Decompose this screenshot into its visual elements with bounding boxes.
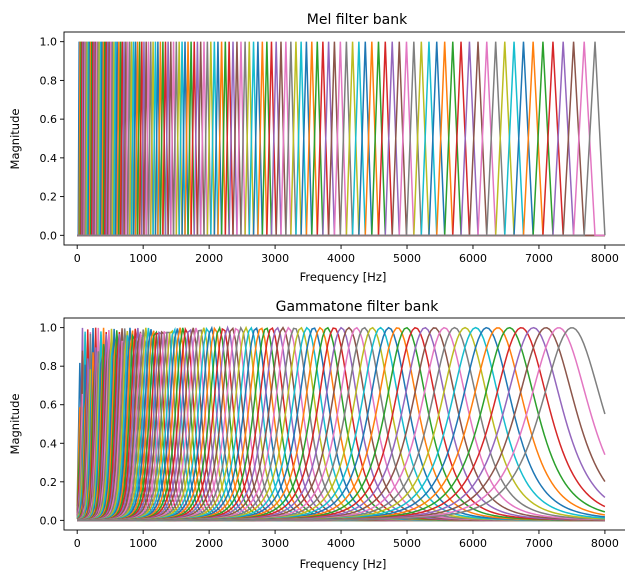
gammatone-x-tick-label: 7000 [525,537,553,550]
gammatone-x-tick-label: 5000 [393,537,421,550]
mel-y-tick-label: 1.0 [40,36,58,49]
mel-x-tick-label: 3000 [261,252,289,265]
gammatone-chart-title: Gammatone filter bank [276,299,440,315]
mel-x-tick-label: 4000 [327,252,355,265]
mel-x-tick-label: 0 [74,252,81,265]
mel-chart-panel: Mel filter bank 0 1000 2000 3000 4000 5000 600… [8,12,625,284]
mel-x-tick-label: 8000 [591,252,619,265]
gammatone-axes-group: 0 1000 2000 3000 4000 5000 6000 7000 8000 0.0 0.2 0… [40,317,625,550]
gammatone-y-tick-label: 0.2 [40,476,58,489]
gammatone-plot-frame [63,317,625,531]
mel-y-tick-label: 0.2 [40,191,58,204]
mel-y-tick-label: 0.8 [40,74,58,87]
gammatone-x-tick-label: 0 [74,537,81,550]
gammatone-x-tick-label: 8000 [591,537,619,550]
mel-x-tick-label: 5000 [393,252,421,265]
mel-x-tick-label: 2000 [195,252,223,265]
mel-y-tick-label: 0.6 [40,113,58,126]
gammatone-y-tick-label: 1.0 [40,322,58,335]
gammatone-x-tick-label: 4000 [327,537,355,550]
mel-x-tick-label: 7000 [525,252,553,265]
mel-x-tick-label: 1000 [129,252,157,265]
gammatone-x-tick-label: 2000 [195,537,223,550]
mel-plot-frame [63,31,625,246]
gammatone-x-tick-label: 1000 [129,537,157,550]
gammatone-x-axis-label: Frequency [Hz] [300,557,387,571]
mel-y-tick-label: 0.0 [40,229,58,242]
mel-axes-group: 0 1000 2000 3000 4000 5000 6000 7000 8000 0.0 0.2 0… [40,31,625,265]
mel-y-axis-label: Magnitude [8,109,22,170]
mel-y-tick-label: 0.4 [40,152,58,165]
gammatone-y-tick-label: 0.4 [40,437,58,450]
mel-chart-title: Mel filter bank [307,12,408,28]
mel-x-axis-label: Frequency [Hz] [300,270,387,284]
mel-x-tick-label: 6000 [459,252,487,265]
gammatone-y-tick-label: 0.0 [40,514,58,527]
gammatone-filter-curve [77,327,606,522]
gammatone-x-tick-label: 6000 [459,537,487,550]
gammatone-x-tick-label: 3000 [261,537,289,550]
mel-filter-curve [77,41,606,237]
mel-curves-group [77,41,606,237]
gammatone-y-axis-label: Magnitude [8,394,22,455]
gammatone-y-tick-label: 0.6 [40,399,58,412]
gammatone-curves-group [76,325,606,522]
gammatone-y-tick-label: 0.8 [40,360,58,373]
gammatone-chart-panel: Gammatone filter bank 0 1000 2000 3000 4000 5… [8,299,625,571]
